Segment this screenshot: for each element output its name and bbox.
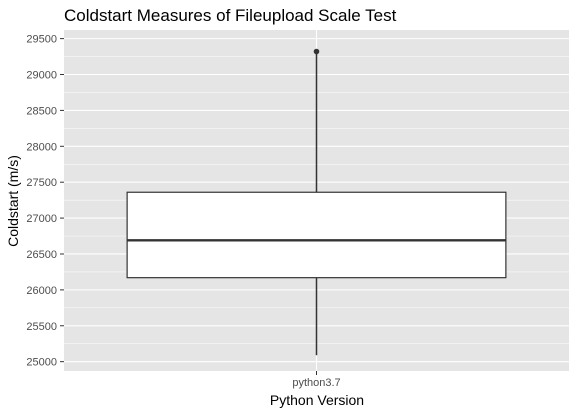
y-tick-label: 28500 — [26, 105, 57, 117]
y-axis-label: Coldstart (m/s) — [5, 155, 21, 247]
y-tick-label: 26000 — [26, 285, 57, 297]
boxplot-series — [126, 48, 507, 356]
y-tick-label: 28000 — [26, 141, 57, 153]
box-iqr — [126, 191, 507, 279]
y-tick-label: 29500 — [26, 34, 57, 46]
y-tick-label: 26500 — [26, 249, 57, 261]
outlier-point — [313, 48, 320, 55]
y-axis-ticks: 25000 25500 26000 26500 27000 27500 28000 28500… — [26, 34, 64, 369]
x-axis-ticks: python3.7 — [292, 371, 341, 389]
x-tick-label: python3.7 — [292, 377, 340, 389]
y-tick-label: 25000 — [26, 357, 57, 369]
x-axis-label: Python Version — [270, 392, 364, 408]
y-tick-label: 25500 — [26, 321, 57, 333]
y-tick-label: 29000 — [26, 70, 57, 82]
chart-title: Coldstart Measures of Fileupload Scale T… — [64, 6, 397, 25]
y-tick-label: 27000 — [26, 213, 57, 225]
y-tick-label: 27500 — [26, 177, 57, 189]
